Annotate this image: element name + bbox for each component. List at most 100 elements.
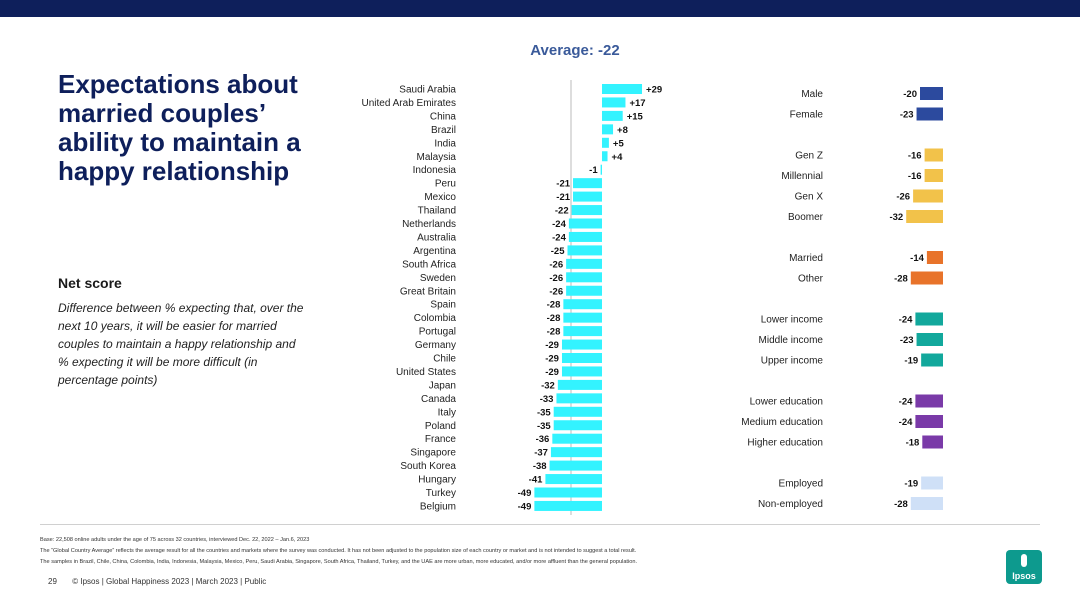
bar-belgium [534,500,602,511]
value-label-italy: -35 [537,407,551,418]
value-label-great-britain: -26 [549,286,563,297]
bar-employed [921,476,943,490]
category-label-south-korea: South Korea [400,461,456,472]
bar-argentina [567,245,602,256]
value-label-medium-education: -24 [899,417,913,428]
page-title: Expectations about married couples’ abil… [58,69,301,186]
category-label-upper-income: Upper income [761,356,824,367]
bar-portugal [563,326,602,337]
value-label-australia: -24 [552,232,566,243]
page-number: 29 [48,577,57,586]
bar-sweden [566,272,602,283]
footer-text: © Ipsos | Global Happiness 2023 | March … [72,577,267,586]
value-label-millennial: -16 [908,171,922,182]
footer-divider [40,524,1040,525]
value-label-belgium: -49 [518,501,532,512]
category-label-south-africa: South Africa [402,259,456,270]
bar-india [602,137,609,148]
bar-australia [568,231,602,242]
category-label-argentina: Argentina [413,246,456,257]
category-label-saudi-arabia: Saudi Arabia [399,85,456,96]
value-label-other: -28 [894,274,908,285]
bar-united-states [561,366,602,377]
bar-male [920,87,943,100]
bar-turkey [534,487,602,498]
bar-lower-education [915,394,943,408]
category-label-china: China [430,111,457,122]
bar-italy [553,406,602,417]
bar-spain [563,299,602,310]
value-label-higher-education: -18 [906,438,920,449]
bar-germany [561,339,602,350]
bar-canada [556,393,602,404]
value-label-argentina: -25 [551,246,565,257]
category-label-germany: Germany [415,340,456,351]
category-label-japan: Japan [429,380,456,391]
bar-south-korea [549,460,602,471]
category-label-married: Married [789,253,823,264]
category-label-lower-income: Lower income [761,315,824,326]
bar-boomer [906,210,943,223]
country-bar-chart: Saudi Arabia +29 United Arab Emirates +17 Ch… [362,80,662,515]
category-label-gen-z: Gen Z [795,151,823,162]
category-label-chile: Chile [433,354,456,365]
category-label-portugal: Portugal [419,327,456,338]
value-label-singapore: -37 [534,448,548,459]
value-label-colombia: -28 [547,313,561,324]
category-label-turkey: Turkey [426,488,456,499]
bar-married [926,251,943,264]
bar-saudi-arabia [602,84,643,94]
value-label-brazil: +8 [617,125,628,136]
value-label-female: -23 [900,110,914,121]
value-label-united-arab-emirates: +17 [629,98,645,109]
category-label-indonesia: Indonesia [413,165,457,176]
bar-south-africa [566,258,602,269]
bar-thailand [571,205,602,216]
value-label-india: +5 [613,138,625,149]
category-label-thailand: Thailand [418,206,456,217]
value-label-saudi-arabia: +29 [646,85,662,96]
bar-great-britain [566,285,602,296]
value-label-upper-income: -19 [904,356,918,367]
value-label-gen-z: -16 [908,151,922,162]
value-label-poland: -35 [537,421,551,432]
value-label-employed: -19 [904,479,918,490]
value-label-lower-education: -24 [899,397,913,408]
bar-female [916,107,943,121]
category-label-malaysia: Malaysia [417,152,457,163]
bar-medium-education [915,415,943,428]
footnote-base: Base: 22,508 online adults under the age… [40,537,310,543]
bar-netherlands [568,218,602,229]
category-label-hungary: Hungary [418,475,456,486]
category-label-male: Male [801,89,823,100]
category-label-mexico: Mexico [424,192,456,203]
value-label-sweden: -26 [549,273,563,284]
bar-united-arab-emirates [602,97,626,108]
bar-france [552,433,602,444]
category-label-lower-education: Lower education [750,397,823,408]
category-label-australia: Australia [417,232,456,243]
bar-indonesia [600,164,602,175]
value-label-boomer: -32 [889,212,903,223]
value-label-married: -14 [910,253,924,264]
category-label-sweden: Sweden [420,273,456,284]
value-label-united-states: -29 [545,367,559,378]
category-label-united-states: United States [396,367,456,378]
bar-chile [561,353,602,363]
ipsos-logo: Ipsos [1006,550,1042,584]
value-label-male: -20 [903,89,917,100]
bar-hungary [545,474,602,485]
category-label-peru: Peru [435,179,456,190]
value-label-japan: -32 [541,380,555,391]
footnote-average: The “Global Country Average” reflects th… [40,548,637,554]
value-label-south-africa: -26 [549,259,563,270]
value-label-portugal: -28 [547,327,561,338]
value-label-china: +15 [627,111,644,122]
value-label-non-employed: -28 [894,499,908,510]
chart-description: Difference between % expecting that, ove… [58,301,304,387]
category-label-india: India [434,138,456,149]
demographic-bar-chart: Male -20 Female -23 Gen Z -16 Millennial -16 Gen… [741,87,943,510]
category-label-belgium: Belgium [420,501,456,512]
bar-gen-z [924,148,943,162]
bar-brazil [602,124,614,135]
